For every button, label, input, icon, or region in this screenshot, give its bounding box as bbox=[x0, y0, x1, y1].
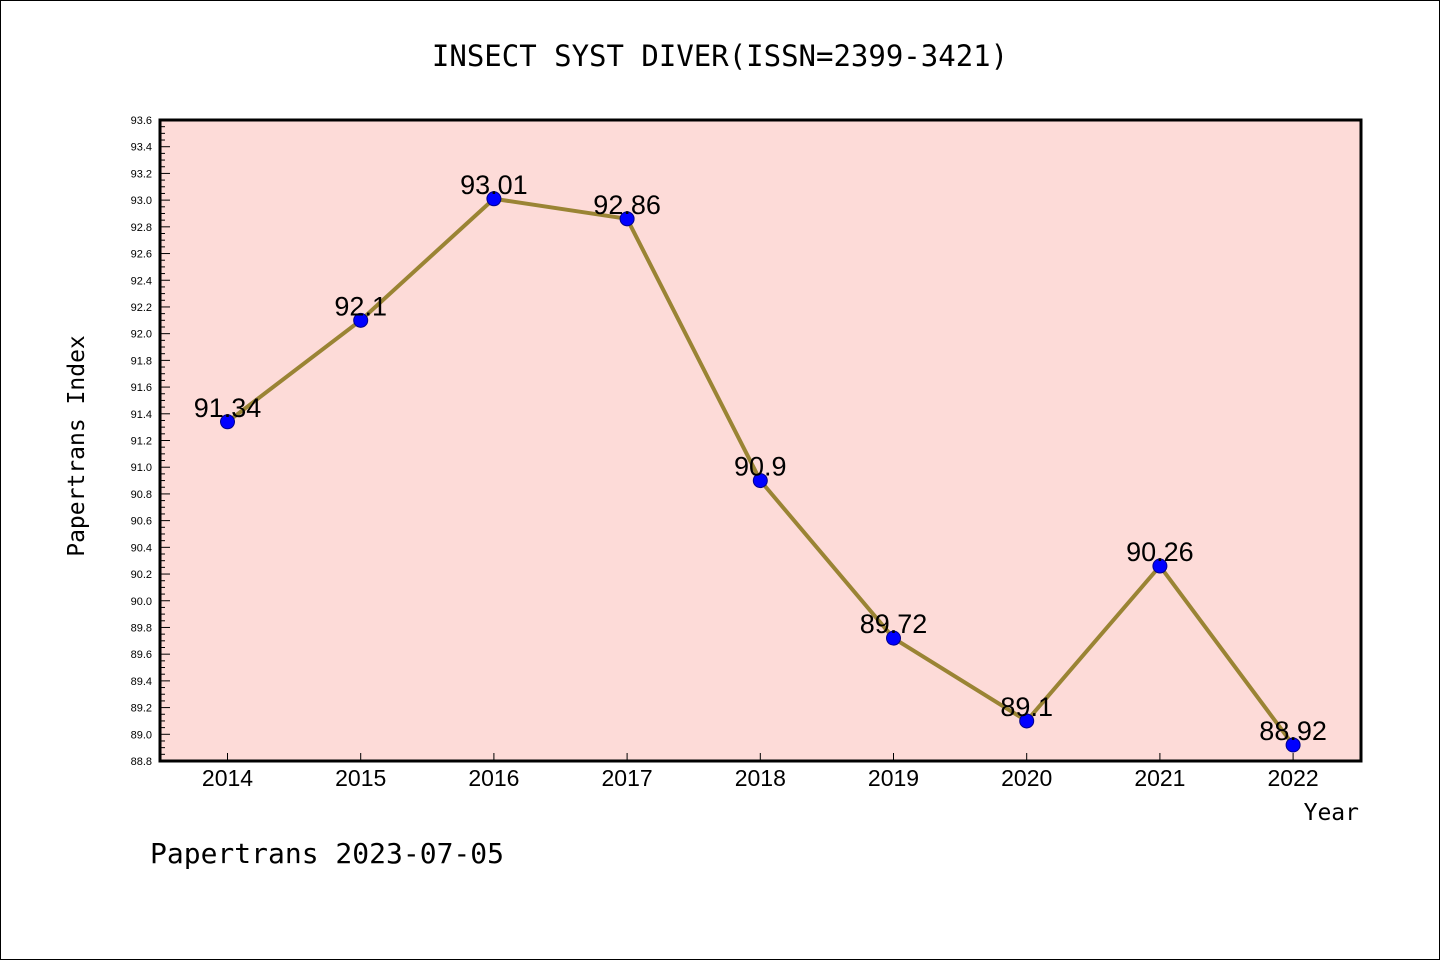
y-tick-label: 89.2 bbox=[131, 703, 152, 715]
y-tick-label: 89.0 bbox=[131, 729, 152, 741]
y-tick-label: 93.2 bbox=[131, 168, 152, 180]
y-tick-label: 91.8 bbox=[131, 355, 152, 367]
data-labels: 91.34 92.1 93.01 92.86 90.9 89.72 89.1 90.26 88.… bbox=[194, 170, 1327, 746]
x-tick-label: 2021 bbox=[1134, 765, 1185, 791]
y-tick-label: 89.8 bbox=[131, 622, 152, 634]
data-point bbox=[220, 414, 235, 430]
data-label: 89.72 bbox=[860, 609, 928, 639]
y-tick-label: 91.2 bbox=[131, 436, 152, 448]
y-tick-label: 91.0 bbox=[131, 462, 152, 474]
data-label: 92.86 bbox=[593, 190, 661, 220]
data-label: 93.01 bbox=[460, 170, 528, 200]
y-tick-label: 93.4 bbox=[131, 142, 152, 154]
y-tick-label: 89.6 bbox=[131, 649, 152, 661]
footer-text: Papertrans 2023-07-05 bbox=[150, 837, 504, 870]
y-tick-label: 88.8 bbox=[131, 756, 152, 768]
y-axis: 88.8 89.0 89.2 89.4 89.6 89.8 90.0 90.2 90.4 90.6… bbox=[131, 115, 170, 768]
x-axis-label: Year bbox=[1304, 800, 1359, 826]
x-tick-label: 2017 bbox=[602, 765, 653, 791]
y-tick-label: 91.4 bbox=[131, 409, 152, 421]
data-point bbox=[619, 211, 635, 227]
plot-area bbox=[158, 118, 1363, 763]
data-point bbox=[353, 312, 369, 328]
y-tick-label: 90.4 bbox=[131, 542, 152, 554]
y-tick-label: 92.2 bbox=[131, 302, 152, 314]
x-axis: 2014 2015 2016 2017 2018 2019 2020 2021 2022 bbox=[202, 753, 1319, 791]
data-point bbox=[1152, 558, 1168, 574]
data-points bbox=[220, 191, 1301, 753]
data-label: 88.92 bbox=[1259, 716, 1327, 746]
data-label: 92.1 bbox=[334, 291, 387, 321]
y-tick-label: 90.8 bbox=[131, 489, 152, 501]
y-tick-label: 92.8 bbox=[131, 222, 152, 234]
y-tick-label: 90.2 bbox=[131, 569, 152, 581]
x-tick-label: 2018 bbox=[735, 765, 786, 791]
y-tick-label: 91.6 bbox=[131, 382, 152, 394]
data-label: 90.9 bbox=[734, 452, 787, 482]
x-tick-label: 2014 bbox=[202, 765, 253, 791]
x-tick-label: 2016 bbox=[468, 765, 519, 791]
y-axis-label: Papertrans Index bbox=[64, 335, 90, 557]
data-point bbox=[752, 473, 768, 489]
data-point bbox=[486, 191, 502, 207]
data-point bbox=[1285, 737, 1301, 753]
y-tick-label: 93.0 bbox=[131, 195, 152, 207]
data-label: 89.1 bbox=[1000, 692, 1053, 722]
y-tick-label: 90.6 bbox=[131, 516, 152, 528]
y-tick-label: 90.0 bbox=[131, 596, 152, 608]
y-tick-label: 92.0 bbox=[131, 329, 152, 341]
x-tick-label: 2022 bbox=[1268, 765, 1319, 791]
data-point bbox=[886, 630, 901, 646]
x-tick-label: 2020 bbox=[1001, 765, 1052, 791]
x-tick-label: 2019 bbox=[868, 765, 919, 791]
y-tick-label: 92.4 bbox=[131, 275, 152, 287]
y-tick-label: 92.6 bbox=[131, 249, 152, 261]
data-label: 90.26 bbox=[1126, 537, 1194, 567]
x-tick-label: 2015 bbox=[335, 765, 386, 791]
chart-title: INSECT SYST DIVER(ISSN=2399-3421) bbox=[432, 39, 1008, 73]
data-point bbox=[1019, 713, 1035, 729]
y-tick-label: 89.4 bbox=[131, 676, 152, 688]
data-label: 91.34 bbox=[194, 393, 262, 423]
y-tick-label: 93.6 bbox=[131, 115, 152, 127]
